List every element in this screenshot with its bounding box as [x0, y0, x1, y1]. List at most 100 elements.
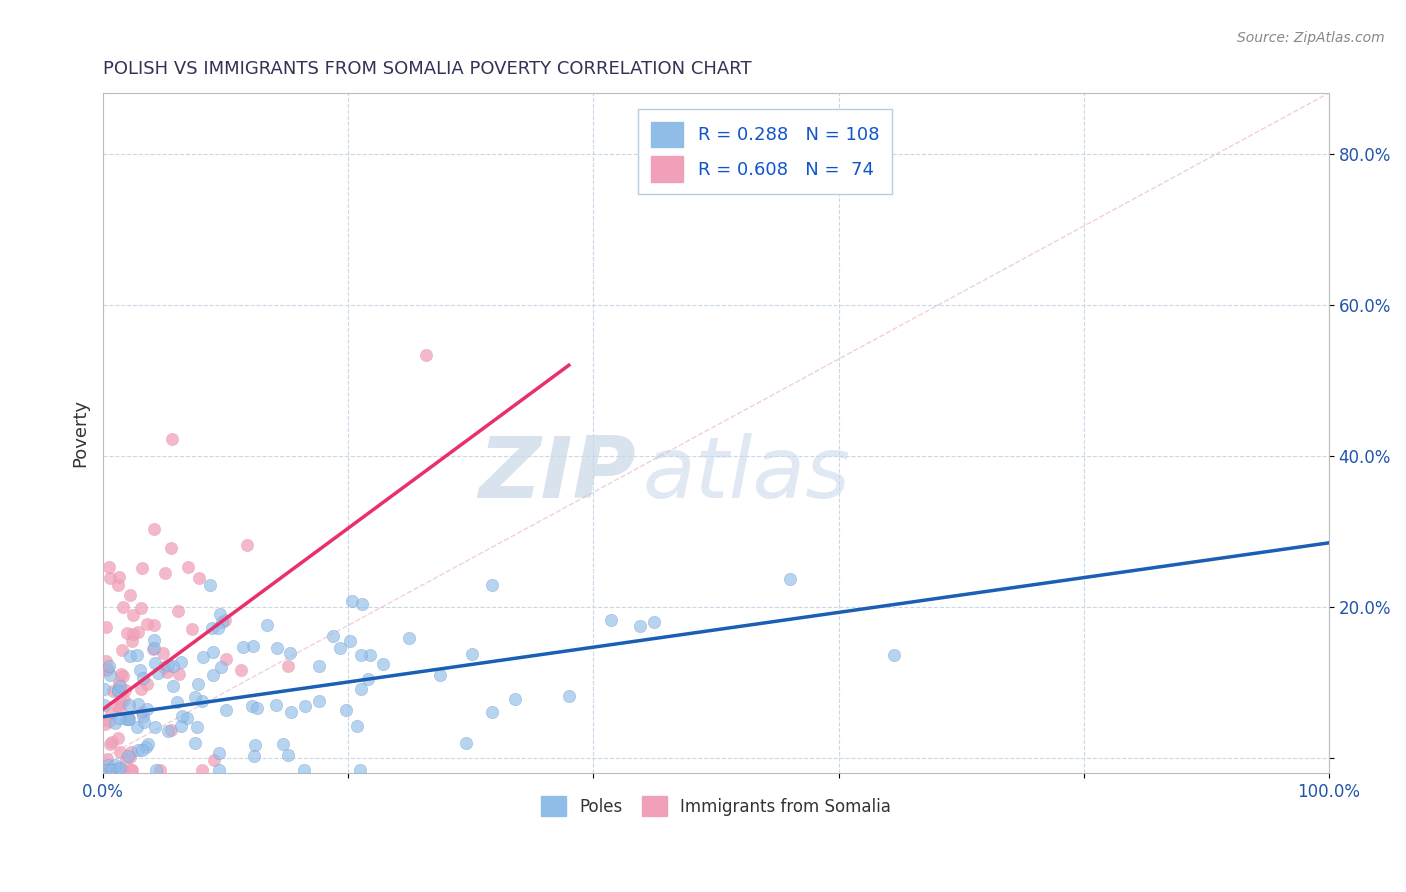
Point	[114, 693, 136, 707]
Point	[108, 679, 131, 693]
Point	[236, 538, 259, 552]
Point	[266, 640, 288, 655]
Point	[170, 718, 193, 732]
Point	[131, 681, 153, 696]
Point	[215, 703, 238, 717]
Point	[229, 663, 252, 677]
Point	[209, 607, 232, 621]
Point	[121, 608, 143, 623]
Point	[398, 632, 420, 646]
Point	[456, 735, 478, 749]
Point	[349, 763, 371, 777]
Point	[558, 690, 581, 704]
Point	[96, 752, 118, 766]
Point	[214, 613, 236, 627]
Point	[110, 699, 132, 714]
Point	[208, 763, 231, 777]
Point	[167, 604, 190, 618]
Point	[94, 716, 117, 731]
Point	[118, 698, 141, 712]
Point	[184, 736, 207, 750]
Point	[107, 570, 129, 584]
Point	[110, 667, 132, 681]
Point	[599, 613, 621, 627]
Point	[177, 559, 200, 574]
Point	[136, 738, 159, 752]
Point	[162, 658, 184, 673]
Point	[118, 750, 141, 764]
Point	[129, 663, 152, 677]
Point	[346, 719, 368, 733]
Point	[142, 618, 165, 632]
Text: atlas: atlas	[643, 433, 851, 516]
Point	[202, 753, 225, 767]
Point	[107, 684, 129, 698]
Point	[243, 749, 266, 764]
Point	[170, 709, 193, 723]
Point	[125, 648, 148, 662]
Text: POLISH VS IMMIGRANTS FROM SOMALIA POVERTY CORRELATION CHART: POLISH VS IMMIGRANTS FROM SOMALIA POVERT…	[103, 60, 752, 78]
Point	[135, 677, 157, 691]
Point	[107, 731, 129, 745]
Point	[160, 723, 183, 737]
Point	[156, 658, 179, 673]
Point	[308, 658, 330, 673]
Point	[108, 676, 131, 690]
Point	[97, 758, 120, 772]
Point	[160, 432, 183, 446]
Point	[121, 763, 143, 777]
Point	[131, 671, 153, 685]
Point	[117, 748, 139, 763]
Point	[156, 665, 179, 679]
Point	[131, 601, 153, 615]
Point	[166, 695, 188, 709]
Point	[127, 624, 149, 639]
Point	[104, 715, 127, 730]
Point	[308, 693, 330, 707]
Point	[240, 699, 263, 714]
Point	[190, 694, 212, 708]
Point	[120, 648, 142, 663]
Point	[101, 735, 124, 749]
Point	[193, 649, 215, 664]
Point	[143, 720, 166, 734]
Point	[207, 621, 229, 635]
Point	[271, 737, 294, 751]
Point	[107, 683, 129, 698]
Point	[292, 763, 315, 777]
Point	[118, 588, 141, 602]
Point	[242, 640, 264, 654]
Point	[111, 642, 134, 657]
Point	[162, 679, 184, 693]
Point	[201, 645, 224, 659]
Point	[883, 648, 905, 662]
Point	[98, 737, 121, 751]
Point	[100, 763, 122, 777]
Point	[264, 698, 287, 712]
Point	[153, 566, 176, 581]
Point	[176, 710, 198, 724]
Point	[98, 560, 121, 574]
Point	[131, 708, 153, 723]
Point	[628, 619, 651, 633]
Point	[143, 633, 166, 648]
Point	[277, 659, 299, 673]
Point	[111, 669, 134, 683]
Point	[135, 616, 157, 631]
Point	[294, 698, 316, 713]
Point	[120, 745, 142, 759]
Point	[350, 682, 373, 697]
Point	[187, 571, 209, 585]
Point	[108, 745, 131, 759]
Point	[209, 660, 232, 674]
Point	[148, 665, 170, 680]
Point	[145, 763, 167, 777]
Point	[278, 646, 301, 660]
Legend: Poles, Immigrants from Somalia: Poles, Immigrants from Somalia	[534, 789, 898, 823]
Point	[329, 640, 352, 655]
Point	[256, 617, 278, 632]
Point	[114, 752, 136, 766]
Point	[96, 763, 118, 777]
Point	[100, 706, 122, 721]
Point	[107, 761, 129, 775]
